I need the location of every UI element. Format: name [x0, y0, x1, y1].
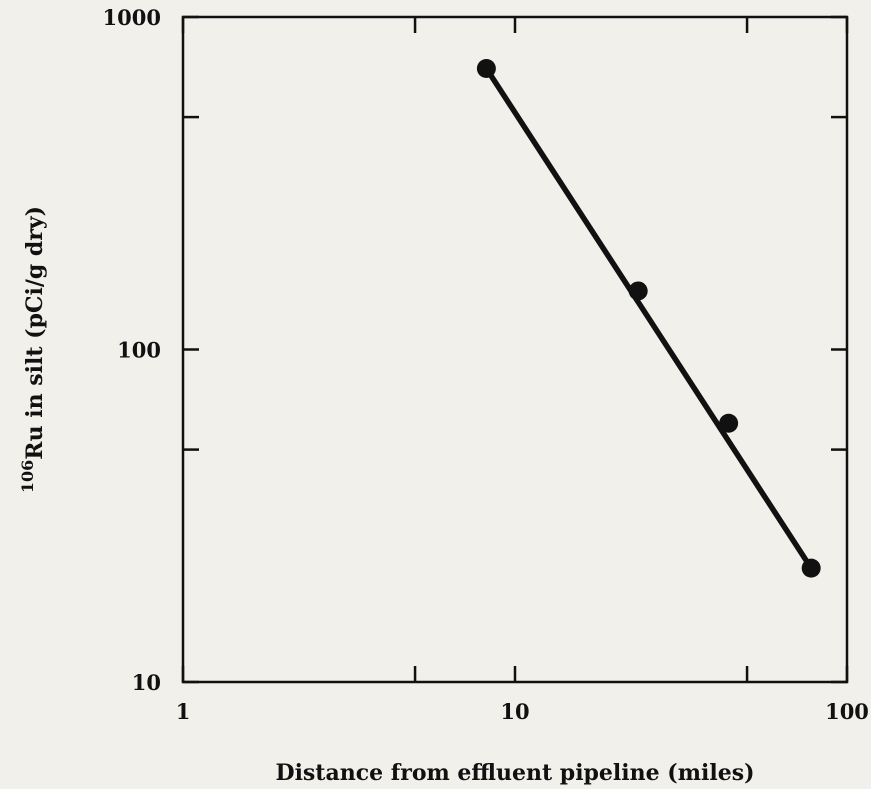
x-axis-title: Distance from effluent pipeline (miles) [275, 760, 754, 786]
data-point [719, 413, 739, 433]
y-axis-title-text: Ru in silt (pCi/g dry) [22, 206, 48, 460]
data-point [801, 558, 821, 578]
x-tick-label: 100 [825, 699, 869, 724]
y-tick-label: 100 [117, 338, 161, 363]
y-tick-label: 1000 [103, 5, 161, 30]
x-tick-label: 10 [500, 699, 529, 724]
fit-line-layer [483, 65, 814, 571]
data-point [476, 59, 496, 79]
fit-line [483, 65, 814, 571]
y-axis-title: 106Ru in silt (pCi/g dry) [18, 206, 49, 493]
axis-ticks [181, 15, 849, 684]
x-tick-label: 1 [176, 699, 191, 724]
data-points-layer [476, 59, 821, 578]
data-point [628, 281, 648, 301]
axis-tick-labels: 1 10 100 10 100 1000 [103, 5, 869, 724]
y-axis-title-superscript: 106 [18, 460, 37, 493]
y-tick-label: 10 [132, 670, 161, 695]
